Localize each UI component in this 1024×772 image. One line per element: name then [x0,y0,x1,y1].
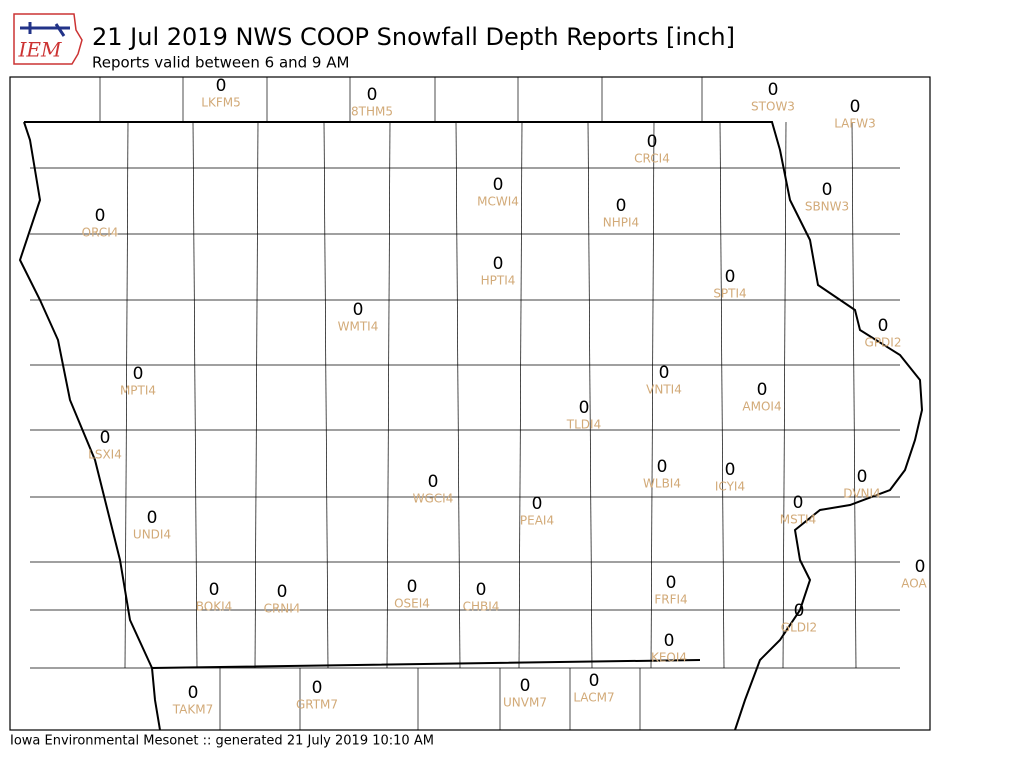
title: 21 Jul 2019 NWS COOP Snowfall Depth Repo… [92,23,735,51]
map-frame [9,76,931,731]
station-id: CRNI4 [264,602,301,616]
station-value: 0 [407,577,418,597]
station-id: SBNW3 [805,200,849,214]
station-id: UNDI4 [133,528,171,542]
station-value: 0 [666,573,677,593]
county-line [782,121,787,669]
station-id: PEAI4 [520,514,554,528]
station-value: 0 [659,363,670,383]
station-value: 0 [757,380,768,400]
station-id: GPDI2 [865,336,902,350]
station-value: 0 [353,300,364,320]
station-value: 0 [520,676,531,696]
station-value: 0 [312,678,323,698]
station-value: 0 [793,493,804,513]
station-id: GLDI2 [781,621,817,635]
footer: Iowa Environmental Mesonet :: generated … [10,734,434,749]
station-value: 0 [579,398,590,418]
station-id: OSEI4 [394,597,430,611]
county-line [587,121,593,669]
station-value: 0 [100,428,111,448]
station-id: WGCI4 [413,492,454,506]
county-line [323,121,329,669]
station-id: ICYI4 [715,480,745,494]
station-id: AMOI4 [742,400,781,414]
station-value: 0 [493,175,504,195]
station-value: 0 [725,460,736,480]
county-line [192,121,198,669]
station-id: HPTI4 [481,274,516,288]
county-line [386,121,391,669]
station-value: 0 [476,580,487,600]
station-value: 0 [532,494,543,514]
subtitle: Reports valid between 6 and 9 AM [92,54,349,72]
station-value: 0 [915,557,926,577]
station-id: LAFW3 [834,117,876,131]
station-id: MPTI4 [120,384,156,398]
station-id: AOA [901,577,927,591]
station-id: CRCI4 [634,152,670,166]
station-id: LACM7 [573,691,614,705]
station-value: 0 [133,364,144,384]
logo-icon [20,22,70,37]
station-id: KEOI4 [651,651,687,665]
station-value: 0 [657,457,668,477]
county-line [518,121,523,669]
station-id: BOKI4 [196,600,233,614]
station-id: TAKM7 [172,703,213,717]
station-value: 0 [664,631,675,651]
station-id: MSTI4 [780,513,816,527]
station-id: WMTI4 [338,320,379,334]
station-value: 0 [428,472,439,492]
county-line [254,121,259,669]
station-id: CHBI4 [463,600,500,614]
station-value: 0 [725,267,736,287]
station-value: 0 [822,180,833,200]
station-value: 0 [794,601,805,621]
station-id: MCWI4 [477,195,519,209]
county-line [124,121,129,669]
county-line [455,121,461,669]
station-value: 0 [95,206,106,226]
station-id: SPTI4 [713,287,746,301]
station-value: 0 [493,254,504,274]
logo-text: IEM [18,38,63,62]
station-id: FRFI4 [654,593,687,607]
county-line [719,121,725,669]
station-id: TLDI4 [566,418,601,432]
station-id: ORCI4 [82,226,119,240]
state-border [18,121,924,731]
station-value: 0 [768,80,779,100]
station-value: 0 [216,76,227,96]
station-id: LSXI4 [88,448,122,462]
station-id: VNTI4 [646,383,682,397]
station-value: 0 [647,132,658,152]
station-id: WLBI4 [643,477,681,491]
station-id: NHPI4 [603,216,639,230]
station-value: 0 [277,582,288,602]
station-id: 8THM5 [351,105,393,119]
county-line [650,121,655,669]
station-id: UNVM7 [503,696,547,710]
logo: IEM [13,13,83,65]
station-value: 0 [589,671,600,691]
station-value: 0 [188,683,199,703]
county-line [851,121,857,669]
county-lines [30,77,900,730]
station-value: 0 [857,467,868,487]
station-id: DVNI4 [843,487,880,501]
station-value: 0 [147,508,158,528]
station-id: STOW3 [751,100,795,114]
station-id: LKFM5 [201,96,240,110]
station-value: 0 [209,580,220,600]
station-id: GRTM7 [296,698,338,712]
station-value: 0 [616,196,627,216]
station-value: 0 [367,85,378,105]
station-value: 0 [850,97,861,117]
station-value: 0 [878,316,889,336]
